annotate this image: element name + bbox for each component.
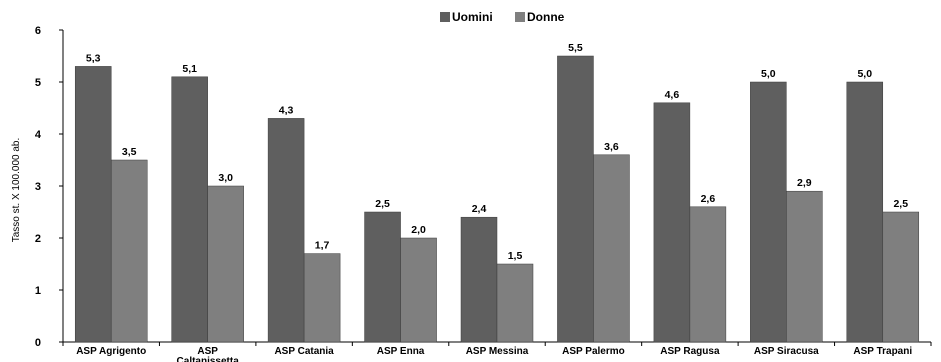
bar-uomini-1 xyxy=(171,76,208,343)
data-label-uomini-6: 4,6 xyxy=(665,89,680,101)
data-label-uomini-2: 4,3 xyxy=(279,104,294,116)
x-category-label: ASP Ragusa xyxy=(660,346,720,357)
bar-donne-8 xyxy=(882,211,920,343)
y-tick-label: 0 xyxy=(35,337,41,349)
bar-uomini-3 xyxy=(364,211,401,343)
bar-donne-7 xyxy=(786,190,823,343)
data-labels: 5,3 3,5 5,1 3,0 4,3 1,7 2,5 2,0 2,4 1,5 5,5 3,6 4,6 2… xyxy=(86,42,908,262)
data-label-uomini-4: 2,4 xyxy=(472,203,487,215)
x-category-label: ASP Siracusa xyxy=(754,346,819,357)
data-label-donne-2: 1,7 xyxy=(315,240,330,252)
legend-label-donne: Donne xyxy=(527,10,565,24)
bar-uomini-2 xyxy=(267,118,305,343)
bars xyxy=(74,55,920,343)
data-label-uomini-7: 5,0 xyxy=(761,68,776,80)
bar-donne-6 xyxy=(689,206,727,343)
legend-swatch-donne xyxy=(515,12,525,22)
y-tick-label: 5 xyxy=(35,77,41,89)
legend: Uomini Donne xyxy=(440,10,565,24)
x-category-label: Caltanissetta xyxy=(177,356,240,362)
bar-donne-2 xyxy=(303,253,341,343)
legend-label-uomini: Uomini xyxy=(452,10,493,24)
data-label-uomini-3: 2,5 xyxy=(375,198,390,210)
bar-uomini-8 xyxy=(846,81,884,343)
y-tick-label: 2 xyxy=(35,233,41,245)
y-tick-label: 6 xyxy=(35,25,41,37)
bar-donne-1 xyxy=(207,185,244,343)
data-label-donne-4: 1,5 xyxy=(508,250,523,262)
data-label-donne-3: 2,0 xyxy=(411,224,426,236)
bar-uomini-5 xyxy=(557,55,594,343)
x-category-label: ASP Palermo xyxy=(562,346,625,357)
data-label-donne-1: 3,0 xyxy=(218,172,233,184)
bar-donne-4 xyxy=(496,263,534,343)
data-label-donne-7: 2,9 xyxy=(797,177,812,189)
bar-uomini-0 xyxy=(74,66,112,343)
data-label-uomini-1: 5,1 xyxy=(182,63,197,75)
y-tick-label: 4 xyxy=(35,129,42,141)
data-label-uomini-5: 5,5 xyxy=(568,42,583,54)
data-label-donne-5: 3,6 xyxy=(604,141,619,153)
bar-uomini-4 xyxy=(460,216,498,343)
data-label-uomini-8: 5,0 xyxy=(857,68,872,80)
x-category-label: ASP Trapani xyxy=(853,346,912,357)
data-label-donne-0: 3,5 xyxy=(122,146,137,158)
bar-donne-5 xyxy=(593,154,630,343)
bar-donne-0 xyxy=(110,159,148,343)
bar-donne-3 xyxy=(400,237,437,343)
data-label-donne-8: 2,5 xyxy=(893,198,908,210)
x-category-label: ASP Messina xyxy=(466,346,529,357)
legend-swatch-uomini xyxy=(440,12,450,22)
x-category-label: ASP Agrigento xyxy=(76,346,146,357)
y-tick-label: 1 xyxy=(35,285,41,297)
data-label-uomini-0: 5,3 xyxy=(86,52,101,64)
x-category-label: ASP Enna xyxy=(377,346,425,357)
bar-uomini-7 xyxy=(750,81,787,343)
x-category-label: ASP Catania xyxy=(274,346,334,357)
data-label-donne-6: 2,6 xyxy=(701,193,716,205)
bar-uomini-6 xyxy=(653,102,691,343)
y-axis-label: Tasso st. X 100.000 ab. xyxy=(11,138,22,243)
x-category-label: ASP xyxy=(197,346,218,357)
y-tick-label: 3 xyxy=(35,181,41,193)
